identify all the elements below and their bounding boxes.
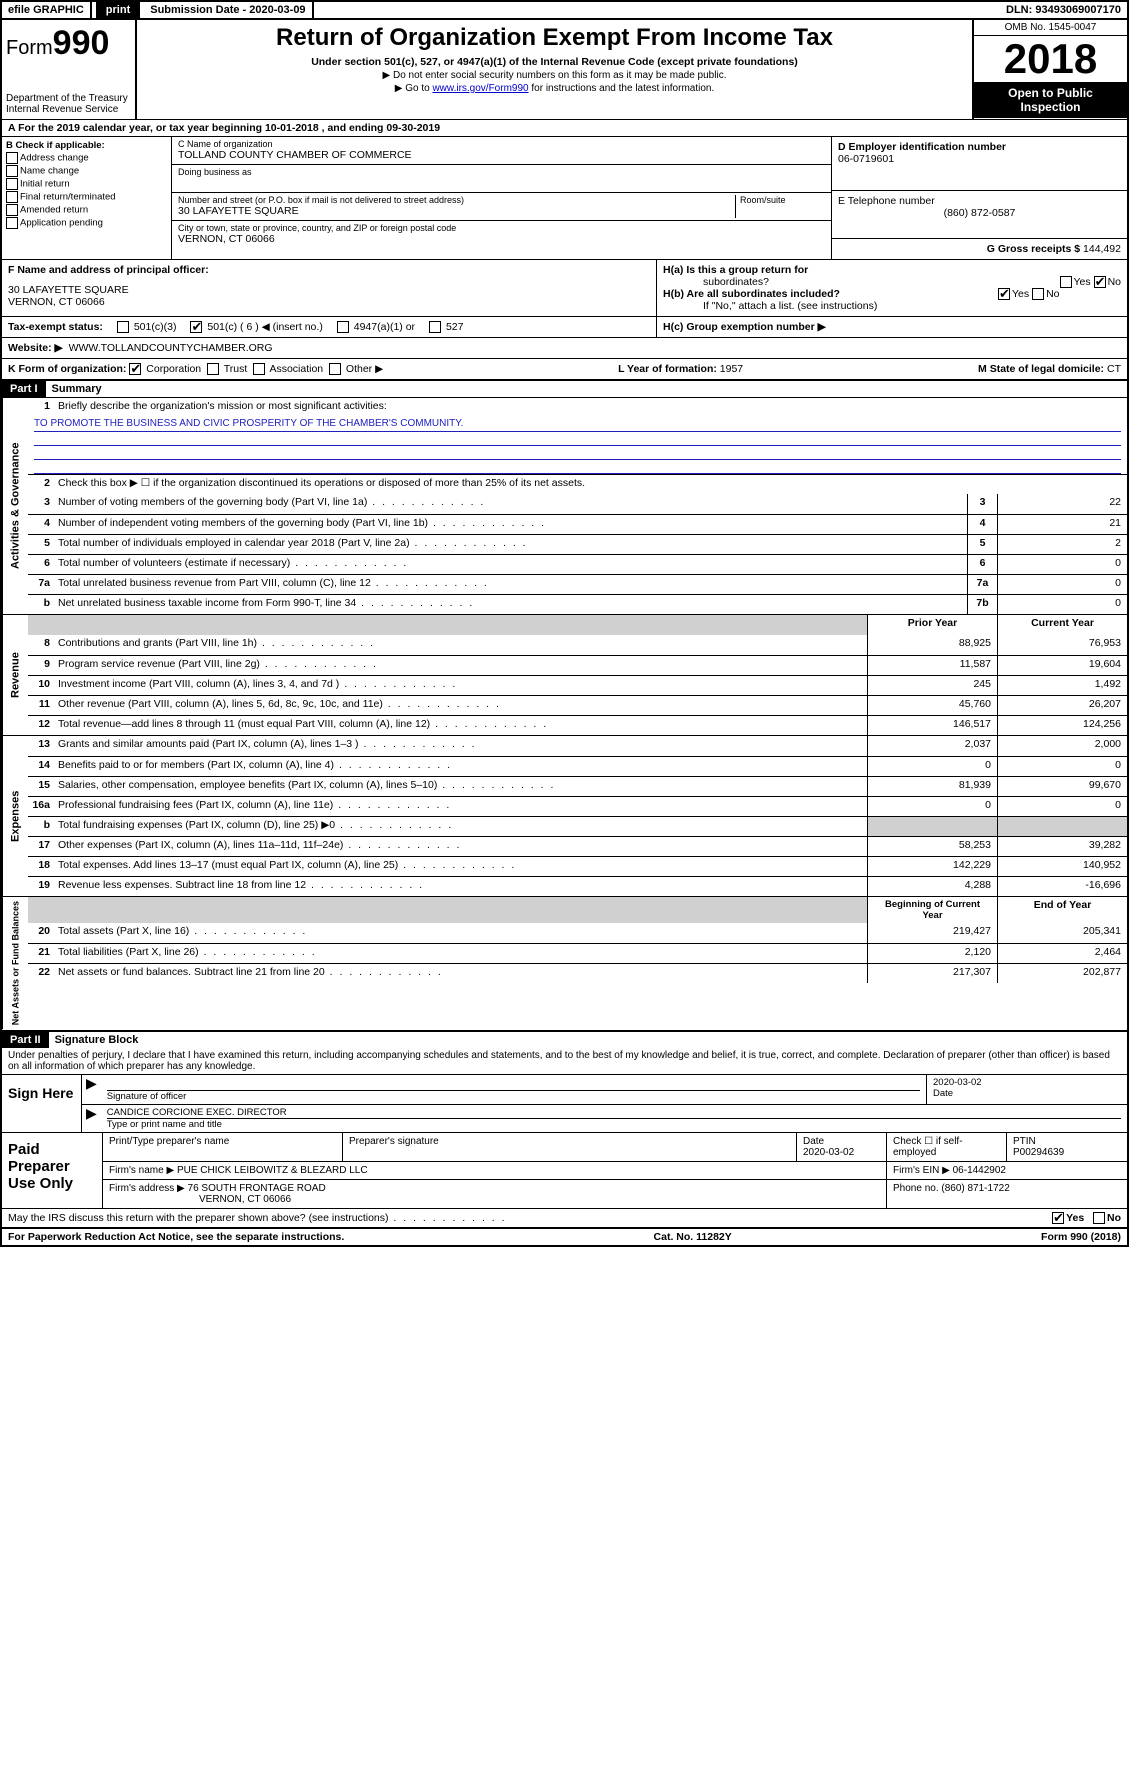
mission-text: TO PROMOTE THE BUSINESS AND CIVIC PROSPE… <box>28 418 1127 474</box>
efile-label: efile GRAPHIC <box>2 2 92 18</box>
revenue-section: Revenue Prior Year Current Year 8Contrib… <box>2 614 1127 735</box>
header-left: Form990 Department of the Treasury Inter… <box>2 20 137 119</box>
check-amended[interactable]: Amended return <box>6 204 167 216</box>
table-row: 14Benefits paid to or for members (Part … <box>28 756 1127 776</box>
table-row: 18Total expenses. Add lines 13–17 (must … <box>28 856 1127 876</box>
governance-tab: Activities & Governance <box>2 398 28 614</box>
form-header: Form990 Department of the Treasury Inter… <box>2 20 1127 119</box>
paid-preparer-block: Paid Preparer Use Only Print/Type prepar… <box>2 1132 1127 1208</box>
group-exemption: H(c) Group exemption number ▶ <box>657 317 1127 337</box>
arrow-icon: ▶ <box>82 1105 101 1132</box>
check-name[interactable]: Name change <box>6 165 167 177</box>
tax-exempt-status: Tax-exempt status: 501(c)(3) 501(c) ( 6 … <box>2 317 657 337</box>
table-row: 11Other revenue (Part VIII, column (A), … <box>28 695 1127 715</box>
omb-number: OMB No. 1545-0047 <box>974 20 1127 36</box>
org-name-field: C Name of organization TOLLAND COUNTY CH… <box>172 137 831 165</box>
net-header: Beginning of Current Year End of Year <box>28 897 1127 923</box>
form-footer: For Paperwork Reduction Act Notice, see … <box>2 1227 1127 1245</box>
header-right: OMB No. 1545-0047 2018 Open to Public In… <box>972 20 1127 119</box>
gross-receipts: G Gross receipts $ 144,492 <box>832 239 1127 259</box>
irs-link[interactable]: www.irs.gov/Form990 <box>432 83 528 94</box>
org-right-col: D Employer identification number 06-0719… <box>832 137 1127 259</box>
principal-officer: F Name and address of principal officer:… <box>2 260 657 316</box>
expenses-tab: Expenses <box>2 736 28 896</box>
website-row: Website: ▶ WWW.TOLLANDCOUNTYCHAMBER.ORG <box>2 337 1127 358</box>
check-initial[interactable]: Initial return <box>6 178 167 190</box>
revenue-header: Prior Year Current Year <box>28 615 1127 635</box>
expenses-section: Expenses 13Grants and similar amounts pa… <box>2 735 1127 896</box>
open-inspection: Open to Public Inspection <box>974 82 1127 118</box>
part1-header: Part I Summary <box>2 379 1127 397</box>
table-row: 17Other expenses (Part IX, column (A), l… <box>28 836 1127 856</box>
dln: DLN: 93493069007170 <box>1000 2 1127 18</box>
form-subtitle: Under section 501(c), 527, or 4947(a)(1)… <box>143 56 966 68</box>
check-applicable: B Check if applicable: Address change Na… <box>2 137 172 259</box>
table-row: 21Total liabilities (Part X, line 26)2,1… <box>28 943 1127 963</box>
efile-topbar: efile GRAPHIC print Submission Date - 20… <box>0 0 1129 20</box>
korg-row: K Form of organization: Corporation Trus… <box>2 358 1127 379</box>
goto-note: ▶ Go to www.irs.gov/Form990 for instruct… <box>143 83 966 94</box>
table-row: 10Investment income (Part VIII, column (… <box>28 675 1127 695</box>
table-row: 20Total assets (Part X, line 16)219,4272… <box>28 923 1127 943</box>
tax-period: A For the 2019 calendar year, or tax yea… <box>2 119 1127 136</box>
table-row: 13Grants and similar amounts paid (Part … <box>28 736 1127 756</box>
submission-date: Submission Date - 2020-03-09 <box>144 2 313 18</box>
group-return: H(a) Is this a group return for subordin… <box>657 260 1127 316</box>
table-row: 19Revenue less expenses. Subtract line 1… <box>28 876 1127 896</box>
irs-label: Internal Revenue Service <box>6 104 131 115</box>
sign-here-block: Sign Here ▶ Signature of officer 2020-03… <box>2 1074 1127 1132</box>
ssn-note: ▶ Do not enter social security numbers o… <box>143 70 966 81</box>
header-mid: Return of Organization Exempt From Incom… <box>137 20 972 119</box>
discuss-row: May the IRS discuss this return with the… <box>2 1208 1127 1227</box>
address-field: Number and street (or P.O. box if mail i… <box>172 193 831 221</box>
net-assets-section: Net Assets or Fund Balances Beginning of… <box>2 896 1127 1029</box>
table-row: bTotal fundraising expenses (Part IX, co… <box>28 816 1127 836</box>
dba-field: Doing business as <box>172 165 831 193</box>
tax-year: 2018 <box>974 36 1127 82</box>
org-fields: C Name of organization TOLLAND COUNTY CH… <box>172 137 1127 259</box>
table-row: 15Salaries, other compensation, employee… <box>28 776 1127 796</box>
print-button[interactable]: print <box>96 2 140 18</box>
dept-treasury: Department of the Treasury <box>6 93 131 104</box>
table-row: 22Net assets or fund balances. Subtract … <box>28 963 1127 983</box>
status-hc-row: Tax-exempt status: 501(c)(3) 501(c) ( 6 … <box>2 316 1127 337</box>
table-row: 9Program service revenue (Part VIII, lin… <box>28 655 1127 675</box>
governance-section: Activities & Governance 1 Briefly descri… <box>2 397 1127 614</box>
table-row: 8Contributions and grants (Part VIII, li… <box>28 635 1127 655</box>
form-container: Form990 Department of the Treasury Inter… <box>0 20 1129 1247</box>
part2-header: Part II Signature Block <box>2 1030 1127 1048</box>
form-number: Form990 <box>6 24 131 63</box>
ein-field: D Employer identification number 06-0719… <box>832 137 1127 191</box>
org-info-block: B Check if applicable: Address change Na… <box>2 136 1127 259</box>
table-row: 16aProfessional fundraising fees (Part I… <box>28 796 1127 816</box>
check-address[interactable]: Address change <box>6 152 167 164</box>
check-final[interactable]: Final return/terminated <box>6 191 167 203</box>
revenue-tab: Revenue <box>2 615 28 735</box>
perjury-declaration: Under penalties of perjury, I declare th… <box>2 1048 1127 1074</box>
arrow-icon: ▶ <box>82 1075 101 1104</box>
officer-h-row: F Name and address of principal officer:… <box>2 259 1127 316</box>
table-row: 12Total revenue—add lines 8 through 11 (… <box>28 715 1127 735</box>
phone-field: E Telephone number (860) 872-0587 <box>832 191 1127 239</box>
check-pending[interactable]: Application pending <box>6 217 167 229</box>
net-tab: Net Assets or Fund Balances <box>2 897 28 1029</box>
city-field: City or town, state or province, country… <box>172 221 831 249</box>
form-title: Return of Organization Exempt From Incom… <box>143 24 966 52</box>
